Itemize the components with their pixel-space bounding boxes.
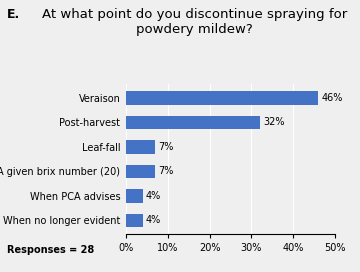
Bar: [126, 165, 155, 178]
Text: 32%: 32%: [263, 117, 284, 127]
Text: At what point do you discontinue spraying for
powdery mildew?: At what point do you discontinue sprayin…: [42, 8, 347, 36]
Text: 7%: 7%: [158, 142, 174, 152]
Bar: [126, 116, 260, 129]
Bar: [126, 91, 318, 105]
Text: 4%: 4%: [146, 215, 161, 225]
Text: Responses = 28: Responses = 28: [7, 245, 94, 255]
Text: 7%: 7%: [158, 166, 174, 176]
Bar: [126, 214, 143, 227]
Bar: [126, 189, 143, 203]
Text: 46%: 46%: [321, 93, 343, 103]
Text: E.: E.: [7, 8, 21, 21]
Bar: [126, 140, 155, 154]
Text: 4%: 4%: [146, 191, 161, 201]
